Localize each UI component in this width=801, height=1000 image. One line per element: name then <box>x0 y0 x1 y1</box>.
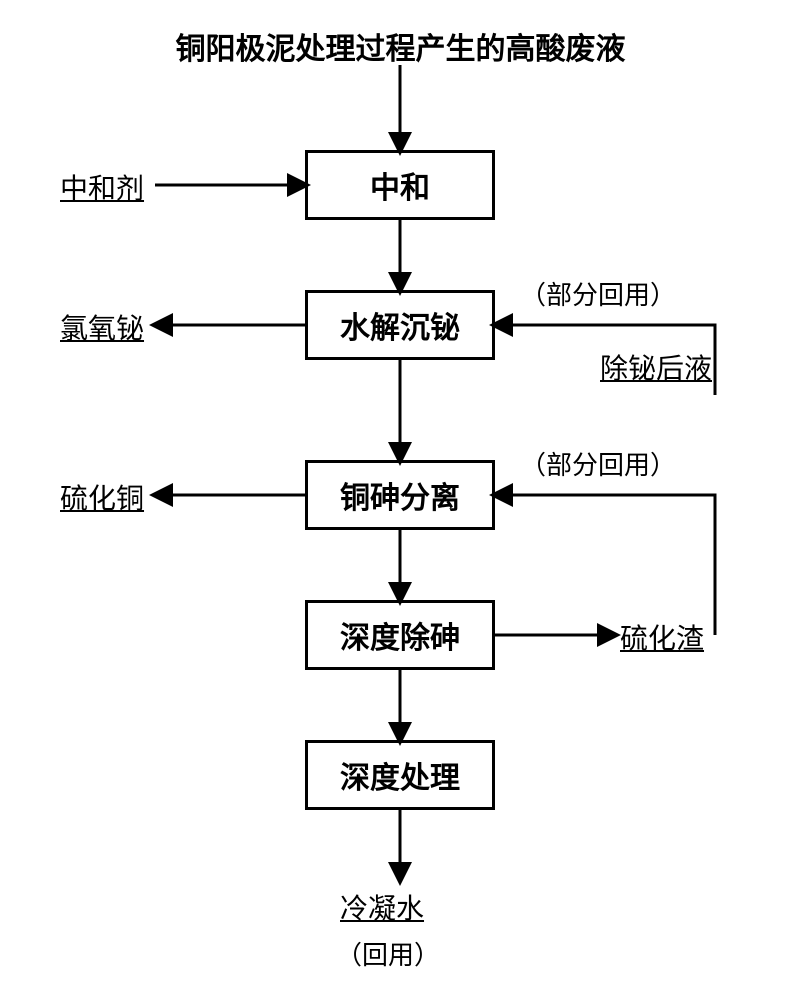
label-neutralizer: 中和剂 <box>60 167 144 207</box>
label-biocl: 氯氧铋 <box>60 307 144 347</box>
label-condensate: 冷凝水 <box>340 887 424 927</box>
box-deep-as-label: 深度除砷 <box>340 613 460 657</box>
note-recycle1: （部分回用） <box>520 275 676 312</box>
box-deep-as: 深度除砷 <box>305 600 495 670</box>
box-neutralize-label: 中和 <box>370 163 430 207</box>
box-cuas-sep-label: 铜砷分离 <box>340 473 460 517</box>
box-neutralize: 中和 <box>305 150 495 220</box>
label-sulfide-slag: 硫化渣 <box>620 617 704 657</box>
note-recycle2: （部分回用） <box>520 445 676 482</box>
label-after-bi: 除铋后液 <box>600 347 712 387</box>
label-cus: 硫化铜 <box>60 477 144 517</box>
box-hydrolysis-label: 水解沉铋 <box>340 303 460 347</box>
box-hydrolysis: 水解沉铋 <box>305 290 495 360</box>
box-cuas-sep: 铜砷分离 <box>305 460 495 530</box>
box-deep-treat: 深度处理 <box>305 740 495 810</box>
note-reuse: （回用） <box>336 935 440 972</box>
box-deep-treat-label: 深度处理 <box>340 753 460 797</box>
title: 铜阳极泥处理过程产生的高酸废液 <box>0 24 801 68</box>
